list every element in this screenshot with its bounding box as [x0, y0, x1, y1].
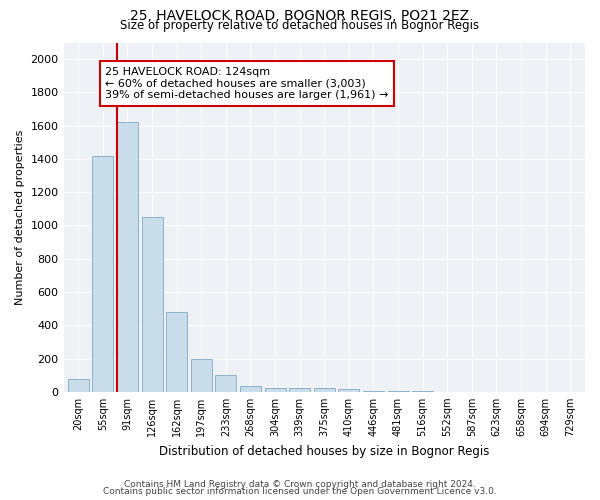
X-axis label: Distribution of detached houses by size in Bognor Regis: Distribution of detached houses by size …: [159, 444, 490, 458]
Bar: [265, 388, 286, 392]
Text: 25, HAVELOCK ROAD, BOGNOR REGIS, PO21 2EZ: 25, HAVELOCK ROAD, BOGNOR REGIS, PO21 2E…: [130, 9, 470, 23]
Text: Contains public sector information licensed under the Open Government Licence v3: Contains public sector information licen…: [103, 487, 497, 496]
Text: 25 HAVELOCK ROAD: 124sqm
← 60% of detached houses are smaller (3,003)
39% of sem: 25 HAVELOCK ROAD: 124sqm ← 60% of detach…: [105, 67, 389, 100]
Bar: [338, 390, 359, 392]
Bar: [363, 391, 384, 392]
Bar: [191, 358, 212, 392]
Text: Size of property relative to detached houses in Bognor Regis: Size of property relative to detached ho…: [121, 19, 479, 32]
Bar: [289, 388, 310, 392]
Bar: [166, 312, 187, 392]
Bar: [142, 217, 163, 392]
Y-axis label: Number of detached properties: Number of detached properties: [15, 130, 25, 305]
Bar: [68, 380, 89, 392]
Bar: [92, 156, 113, 392]
Bar: [117, 122, 138, 392]
Bar: [314, 388, 335, 392]
Text: Contains HM Land Registry data © Crown copyright and database right 2024.: Contains HM Land Registry data © Crown c…: [124, 480, 476, 489]
Bar: [215, 375, 236, 392]
Bar: [240, 386, 261, 392]
